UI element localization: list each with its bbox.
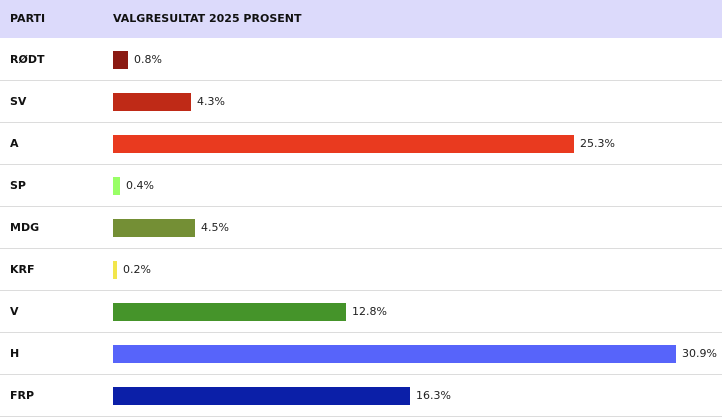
party-label: KRF (10, 263, 35, 276)
result-bar (113, 51, 128, 69)
value-label: 30.9% (682, 347, 717, 360)
table-row: KRF 0.2% (0, 249, 722, 291)
party-label: SV (10, 95, 27, 108)
table-row: SP 0.4% (0, 165, 722, 207)
result-bar (113, 177, 120, 195)
value-label: 0.2% (123, 263, 151, 276)
value-label: 4.5% (201, 221, 229, 234)
party-label: RØDT (10, 53, 45, 66)
table-row: FRP 16.3% (0, 375, 722, 417)
result-bar (113, 135, 574, 153)
result-bar (113, 303, 346, 321)
party-label: SP (10, 179, 26, 192)
value-label: 16.3% (416, 389, 451, 402)
result-bar (113, 93, 191, 111)
table-row: RØDT 0.8% (0, 39, 722, 81)
result-bar (113, 261, 117, 279)
party-label: V (10, 305, 19, 318)
party-label: A (10, 137, 19, 150)
party-column-header: PARTI (10, 12, 46, 25)
value-label: 0.4% (126, 179, 154, 192)
table-row: A 25.3% (0, 123, 722, 165)
party-label: FRP (10, 389, 35, 402)
value-label: 0.8% (134, 53, 162, 66)
value-label: 25.3% (580, 137, 615, 150)
table-header: PARTI VALGRESULTAT 2025 PROSENT (0, 0, 722, 38)
table-row: SV 4.3% (0, 81, 722, 123)
table-row: V 12.8% (0, 291, 722, 333)
result-column-header: VALGRESULTAT 2025 PROSENT (113, 12, 302, 25)
party-label: H (10, 347, 20, 360)
party-label: MDG (10, 221, 40, 234)
result-bar (113, 345, 676, 363)
table-row: H 30.9% (0, 333, 722, 375)
value-label: 12.8% (352, 305, 387, 318)
value-label: 4.3% (197, 95, 225, 108)
result-bar (113, 219, 195, 237)
table-row: MDG 4.5% (0, 207, 722, 249)
result-bar (113, 387, 410, 405)
